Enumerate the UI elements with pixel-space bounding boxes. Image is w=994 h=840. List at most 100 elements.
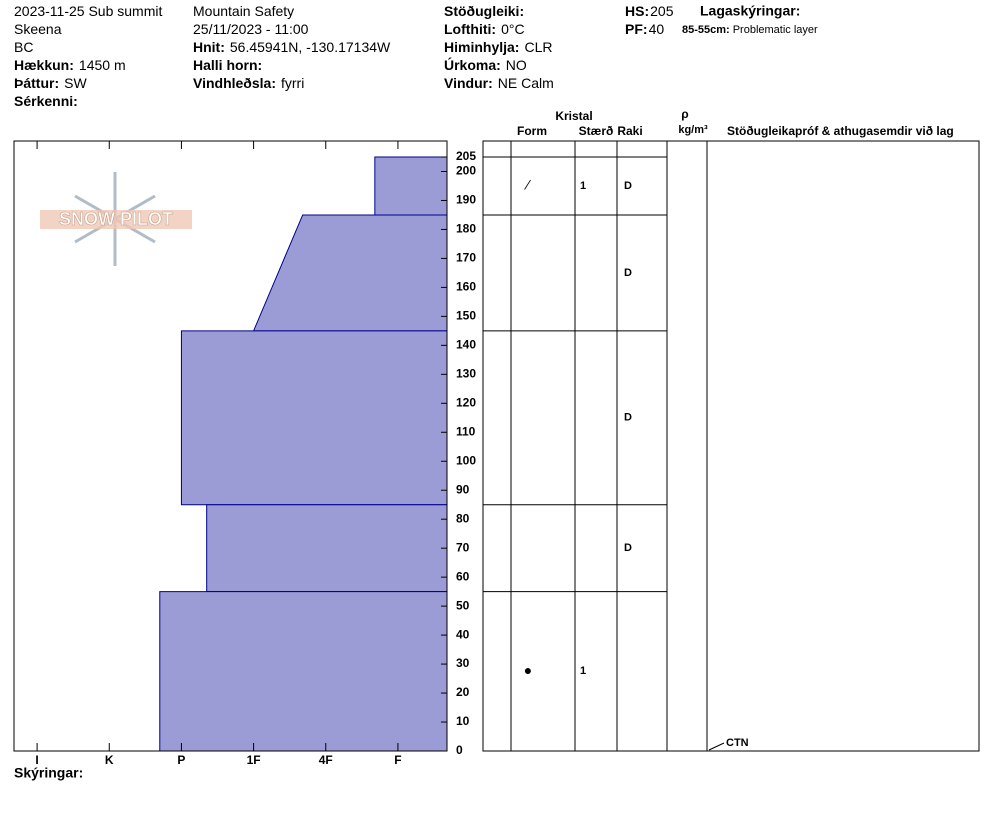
header-field: 2023-11-25 Sub summit xyxy=(14,3,162,19)
header-field: Lofthiti: 0°C xyxy=(444,21,525,37)
legend-key: 85-55cm: xyxy=(682,24,730,36)
header-field: Sérkenni: xyxy=(14,93,78,109)
y-tick-label: 40 xyxy=(456,627,470,641)
moisture: D xyxy=(624,180,632,192)
field-label: Þáttur: xyxy=(14,75,59,91)
field-label: Hnit: xyxy=(193,39,225,55)
logo-band xyxy=(40,210,192,229)
header-field: Hækkun: 1450 m xyxy=(14,57,126,73)
column-header: ρ xyxy=(681,107,688,121)
header-field: Hnit: 56.45941N, -130.17134W xyxy=(193,39,391,55)
field-value: CLR xyxy=(524,39,552,55)
footer-label: Skýringar: xyxy=(14,765,83,781)
header-field: 25/11/2023 - 11:00 xyxy=(193,21,309,37)
x-tick-label: F xyxy=(394,753,401,767)
legend-text: Problematic layer xyxy=(733,24,818,36)
y-tick-label: 150 xyxy=(456,309,476,323)
field-label: HS: xyxy=(625,3,649,19)
header-field: Úrkoma: NO xyxy=(444,56,527,73)
y-tick-label: 20 xyxy=(456,685,470,699)
y-tick-label: 60 xyxy=(456,569,470,583)
field-value: 205 xyxy=(650,3,674,19)
header-field: BC xyxy=(14,39,33,55)
grain-form: ⁄ xyxy=(524,177,532,193)
field-value: 56.45941N, -130.17134W xyxy=(230,39,391,55)
field-label: Úrkoma: xyxy=(444,56,501,73)
column-header: Form xyxy=(517,124,547,138)
column-header: Stöðugleikapróf & athugasemdir við lag xyxy=(727,124,954,138)
y-tick-label: 10 xyxy=(456,714,470,728)
y-tick-label: 160 xyxy=(456,280,476,294)
moisture: D xyxy=(624,412,632,424)
y-tick-label: 80 xyxy=(456,511,470,525)
header-field: PF:40 xyxy=(625,21,664,37)
y-tick-label: 205 xyxy=(456,149,476,163)
field-label: Himinhylja: xyxy=(444,39,519,55)
column-header: Stærð xyxy=(579,124,614,138)
test-label: CTN xyxy=(726,737,749,749)
y-tick-label: 190 xyxy=(456,193,476,207)
y-tick-label: 140 xyxy=(456,338,476,352)
header-field: Himinhylja: CLR xyxy=(444,39,552,55)
grain-size: 1 xyxy=(580,180,586,192)
field-value: 0°C xyxy=(501,21,525,37)
y-tick-label: 70 xyxy=(456,540,470,554)
legend-item: 85-55cm: Problematic layer xyxy=(682,24,818,36)
y-tick-label: 100 xyxy=(456,453,476,467)
field-label: Vindhleðsla: xyxy=(193,75,276,91)
hardness-layer xyxy=(206,504,448,593)
header-field: HS:205 xyxy=(625,3,674,19)
field-label: PF: xyxy=(625,21,648,37)
field-label: Lofthiti: xyxy=(444,21,496,37)
field-value: SW xyxy=(64,75,87,91)
y-tick-label: 180 xyxy=(456,222,476,236)
logo-text: SNOW PILOT xyxy=(59,209,173,229)
y-tick-label: 200 xyxy=(456,164,476,178)
y-tick-label: 0 xyxy=(456,743,463,757)
field-label: Halli horn: xyxy=(193,57,262,73)
field-value: 1450 m xyxy=(79,57,126,73)
field-value: 40 xyxy=(649,21,665,37)
header-text: BC xyxy=(14,39,33,55)
header-field: Vindur: NE Calm xyxy=(444,75,554,91)
y-tick-label: 170 xyxy=(456,251,476,265)
header-text: Skeena xyxy=(14,21,62,37)
hardness-layer xyxy=(159,591,448,752)
moisture: D xyxy=(624,542,632,554)
field-value: NE Calm xyxy=(498,75,554,91)
header-text: 25/11/2023 - 11:00 xyxy=(193,21,309,37)
header-text: Mountain Safety xyxy=(193,3,294,19)
header-field: Þáttur: SW xyxy=(14,75,87,91)
grain-form: ● xyxy=(524,662,532,678)
y-tick-label: 50 xyxy=(456,598,470,612)
x-tick-label: P xyxy=(177,753,185,767)
field-label: Hækkun: xyxy=(14,57,74,73)
column-header: Kristal xyxy=(555,109,592,123)
header-field: Skeena xyxy=(14,21,62,37)
header-field: Vindhleðsla: fyrri xyxy=(193,75,304,91)
field-value: NO xyxy=(506,57,527,73)
header-text: 2023-11-25 Sub summit xyxy=(14,3,162,19)
y-tick-label: 130 xyxy=(456,366,476,380)
legend-title: Lagaskýringar: xyxy=(700,3,800,19)
hardness-layer xyxy=(180,330,448,506)
header-field: Halli horn: xyxy=(193,57,262,73)
y-tick-label: 110 xyxy=(456,424,476,438)
column-header: Raki xyxy=(617,124,642,138)
header-field: Stöðugleiki: xyxy=(444,3,524,19)
x-tick-label: 1F xyxy=(247,753,261,767)
field-label: Vindur: xyxy=(444,75,493,91)
column-header: kg/m³ xyxy=(678,124,708,136)
x-tick-label: 4F xyxy=(319,753,333,767)
field-value: fyrri xyxy=(281,75,304,91)
table-frame xyxy=(482,140,980,752)
plot-frame xyxy=(13,140,448,752)
header-field: Mountain Safety xyxy=(193,3,294,19)
hardness-layer xyxy=(252,214,448,332)
field-label: Sérkenni: xyxy=(14,93,78,109)
x-tick-label: I xyxy=(35,753,38,767)
field-label: Stöðugleiki: xyxy=(444,3,524,19)
moisture: D xyxy=(624,267,632,279)
y-tick-label: 30 xyxy=(456,656,470,670)
